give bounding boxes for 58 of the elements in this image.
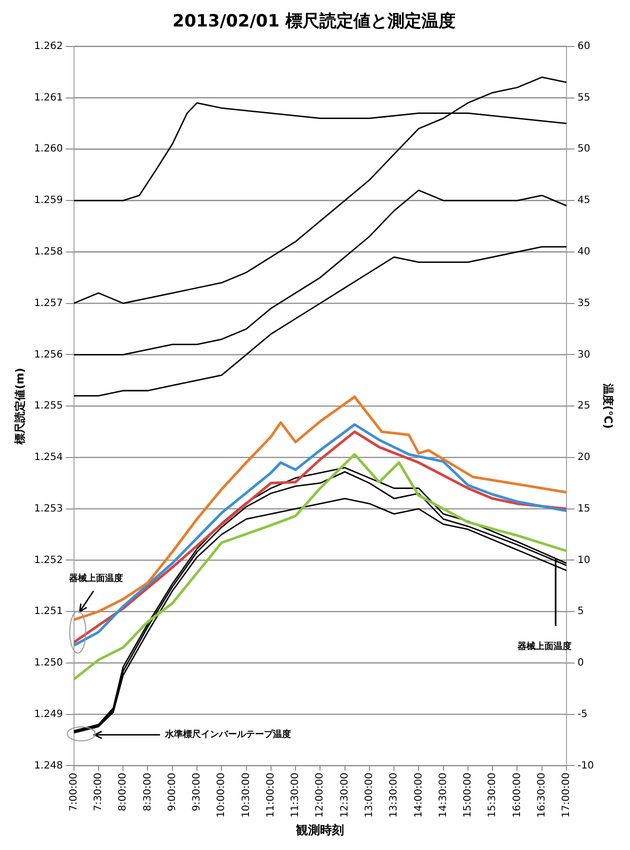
x-tick-label: 16:00:00 xyxy=(512,772,523,818)
x-tick-label: 16:30:00 xyxy=(536,772,548,818)
annotation: 器械上面温度 xyxy=(516,640,572,652)
x-tick-label: 8:00:00 xyxy=(118,772,129,812)
x-tick-label: 10:00:00 xyxy=(216,772,228,818)
y2-tick-label: 45 xyxy=(577,195,590,206)
x-tick-label: 14:30:00 xyxy=(438,772,449,818)
y-tick-label: 1.248 xyxy=(34,760,63,772)
y-tick-label: 1.249 xyxy=(34,708,63,720)
x-tick-label: 10:30:00 xyxy=(240,772,252,818)
y2-tick-label: 15 xyxy=(577,503,590,514)
x-tick-label: 8:30:00 xyxy=(142,772,154,812)
y-tick-label: 1.262 xyxy=(34,40,63,52)
x-tick-label: 11:00:00 xyxy=(265,772,276,818)
annotation: 水準標尺インバールテープ温度 xyxy=(164,729,291,740)
y2-tick-label: 60 xyxy=(577,40,590,52)
y-tick-label: 1.256 xyxy=(34,349,63,360)
x-axis-title: 観測時刻 xyxy=(295,822,344,837)
y-tick-label: 1.254 xyxy=(34,452,63,464)
y2-tick-label: 40 xyxy=(577,246,590,258)
y2-tick-label: 25 xyxy=(577,400,590,412)
y2-tick-label: -5 xyxy=(577,708,588,720)
y2-tick-label: 5 xyxy=(577,606,584,618)
x-tick-label: 17:00:00 xyxy=(561,772,572,818)
y-tick-label: 1.252 xyxy=(34,554,63,566)
y-tick-label: 1.253 xyxy=(34,503,63,514)
y-tick-label: 1.258 xyxy=(34,246,63,258)
y-axis-title: 標尺読定値(m) xyxy=(13,368,26,446)
x-tick-label: 15:00:00 xyxy=(462,772,474,818)
y2-tick-label: 50 xyxy=(577,144,590,155)
annotation: 器械上面温度 xyxy=(68,573,123,584)
y2-tick-label: -10 xyxy=(577,760,594,772)
y2-tick-label: 30 xyxy=(577,349,590,360)
y-tick-label: 1.250 xyxy=(34,658,63,669)
y-tick-label: 1.260 xyxy=(34,144,63,155)
y2-tick-label: 10 xyxy=(577,554,590,566)
chart-title: 2013/02/01 標尺読定値と測定温度 xyxy=(172,12,456,32)
x-tick-label: 9:00:00 xyxy=(166,772,178,812)
y2-tick-label: 35 xyxy=(577,298,590,309)
x-tick-label: 9:30:00 xyxy=(192,772,203,812)
y-tick-label: 1.259 xyxy=(34,195,63,206)
x-tick-label: 7:30:00 xyxy=(93,772,104,812)
x-tick-label: 11:30:00 xyxy=(290,772,302,818)
x-tick-label: 13:00:00 xyxy=(364,772,376,818)
y2-axis-title: 温度(℃) xyxy=(602,382,615,429)
y2-tick-label: 55 xyxy=(577,92,590,104)
x-tick-label: 12:00:00 xyxy=(314,772,326,818)
x-tick-label: 7:00:00 xyxy=(68,772,80,812)
x-tick-label: 13:30:00 xyxy=(388,772,400,818)
x-tick-label: 12:30:00 xyxy=(339,772,350,818)
x-tick-label: 15:30:00 xyxy=(487,772,498,818)
y-tick-label: 1.251 xyxy=(34,606,63,618)
y-tick-label: 1.261 xyxy=(34,92,63,104)
y-tick-label: 1.255 xyxy=(34,400,63,412)
x-tick-label: 14:00:00 xyxy=(413,772,424,818)
y-tick-label: 1.257 xyxy=(34,298,63,309)
y2-tick-label: 0 xyxy=(577,658,584,669)
y2-tick-label: 20 xyxy=(577,452,590,464)
